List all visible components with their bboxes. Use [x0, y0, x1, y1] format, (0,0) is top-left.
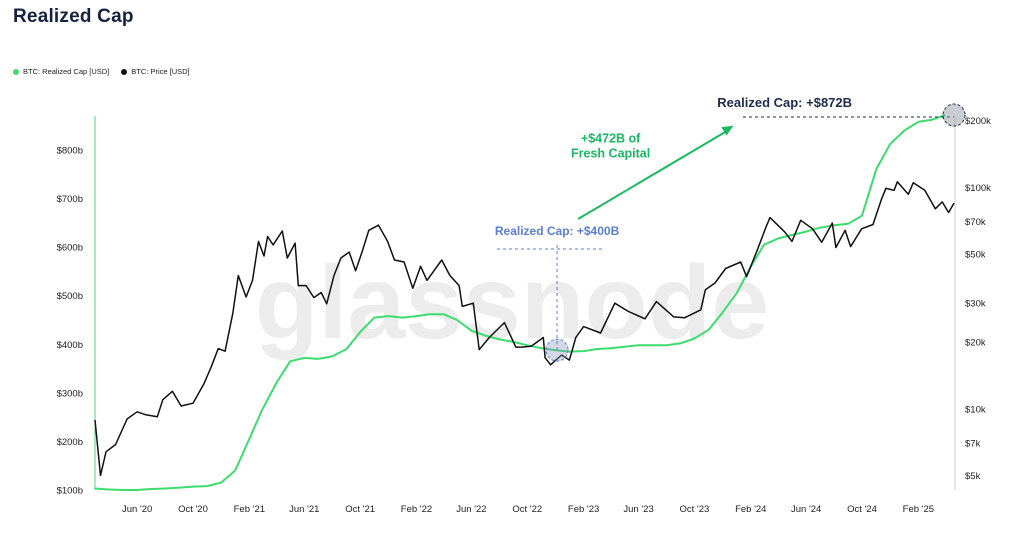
- page-title: Realized Cap: [13, 6, 134, 27]
- legend-item-realized-cap[interactable]: BTC: Realized Cap [USD]: [13, 67, 109, 76]
- right-tick-label: $5k: [965, 471, 981, 482]
- legend-label-price: BTC: Price [USD]: [131, 67, 190, 76]
- x-tick-label: Oct '22: [512, 504, 542, 515]
- annotations: Realized Cap: +$400B Realized Cap: +$872…: [495, 95, 966, 362]
- right-tick-label: $100k: [965, 183, 991, 194]
- low-annotation-label: Realized Cap: +$400B: [495, 224, 620, 238]
- x-tick-label: Feb '24: [735, 504, 766, 515]
- right-tick-label: $200k: [965, 116, 991, 127]
- left-axis-ticks: $100b $200b $300b $400b $500b $600b $700b $800b: [57, 146, 83, 497]
- x-tick-label: Jun '24: [791, 504, 821, 515]
- left-tick-label: $700b: [57, 194, 83, 205]
- high-annotation-label: Realized Cap: +$872B: [717, 95, 852, 110]
- right-tick-label: $70k: [965, 217, 986, 228]
- x-tick-label: Oct '21: [345, 504, 375, 515]
- chart-legend: BTC: Realized Cap [USD] BTC: Price [USD]: [13, 67, 190, 76]
- legend-swatch-realized-cap: [13, 68, 19, 75]
- left-tick-label: $100b: [57, 486, 83, 497]
- left-tick-label: $400b: [57, 340, 83, 351]
- high-marker-circle: [942, 103, 966, 127]
- legend-label-realized-cap: BTC: Realized Cap [USD]: [23, 67, 110, 76]
- right-tick-label: $10k: [965, 404, 986, 415]
- left-tick-label: $500b: [57, 291, 83, 302]
- x-tick-label: Jun '23: [623, 504, 653, 515]
- legend-swatch-price: [121, 68, 128, 75]
- x-tick-label: Feb '23: [568, 504, 599, 515]
- right-tick-label: $7k: [965, 439, 981, 450]
- x-tick-label: Feb '25: [903, 504, 934, 515]
- left-tick-label: $800b: [57, 146, 83, 157]
- right-tick-label: $20k: [965, 338, 986, 349]
- x-axis-ticks: Jun '20 Oct '20 Feb '21 Jun '21 Oct '21 Feb '…: [122, 504, 934, 515]
- series-line-realized-cap: [94, 114, 946, 491]
- fresh-capital-arrow-icon: [577, 129, 728, 220]
- left-tick-label: $200b: [57, 437, 83, 448]
- x-tick-label: Jun '22: [456, 504, 486, 515]
- x-tick-label: Oct '20: [178, 504, 208, 515]
- fresh-capital-label-line2: Fresh Capital: [571, 146, 650, 160]
- watermark: glassnode: [255, 245, 769, 361]
- x-tick-label: Jun '21: [289, 504, 319, 515]
- fresh-capital-arrowhead-icon: [721, 125, 734, 136]
- right-tick-label: $30k: [965, 299, 986, 310]
- x-tick-label: Oct '23: [680, 504, 710, 515]
- right-axis-ticks: $5k $7k $10k $20k $30k $50k $70k $100k $200k: [965, 116, 991, 482]
- right-tick-label: $50k: [965, 250, 986, 261]
- left-tick-label: $300b: [57, 388, 83, 399]
- x-tick-label: Jun '20: [122, 504, 152, 515]
- left-tick-label: $600b: [57, 243, 83, 254]
- fresh-capital-label-line1: +$472B of: [581, 132, 641, 146]
- x-tick-label: Oct '24: [847, 504, 877, 515]
- series-line-price: [94, 181, 955, 477]
- x-tick-label: Feb '22: [401, 504, 432, 515]
- legend-item-price[interactable]: BTC: Price [USD]: [121, 67, 190, 76]
- x-tick-label: Feb '21: [234, 504, 265, 515]
- low-marker-circle: [545, 338, 569, 362]
